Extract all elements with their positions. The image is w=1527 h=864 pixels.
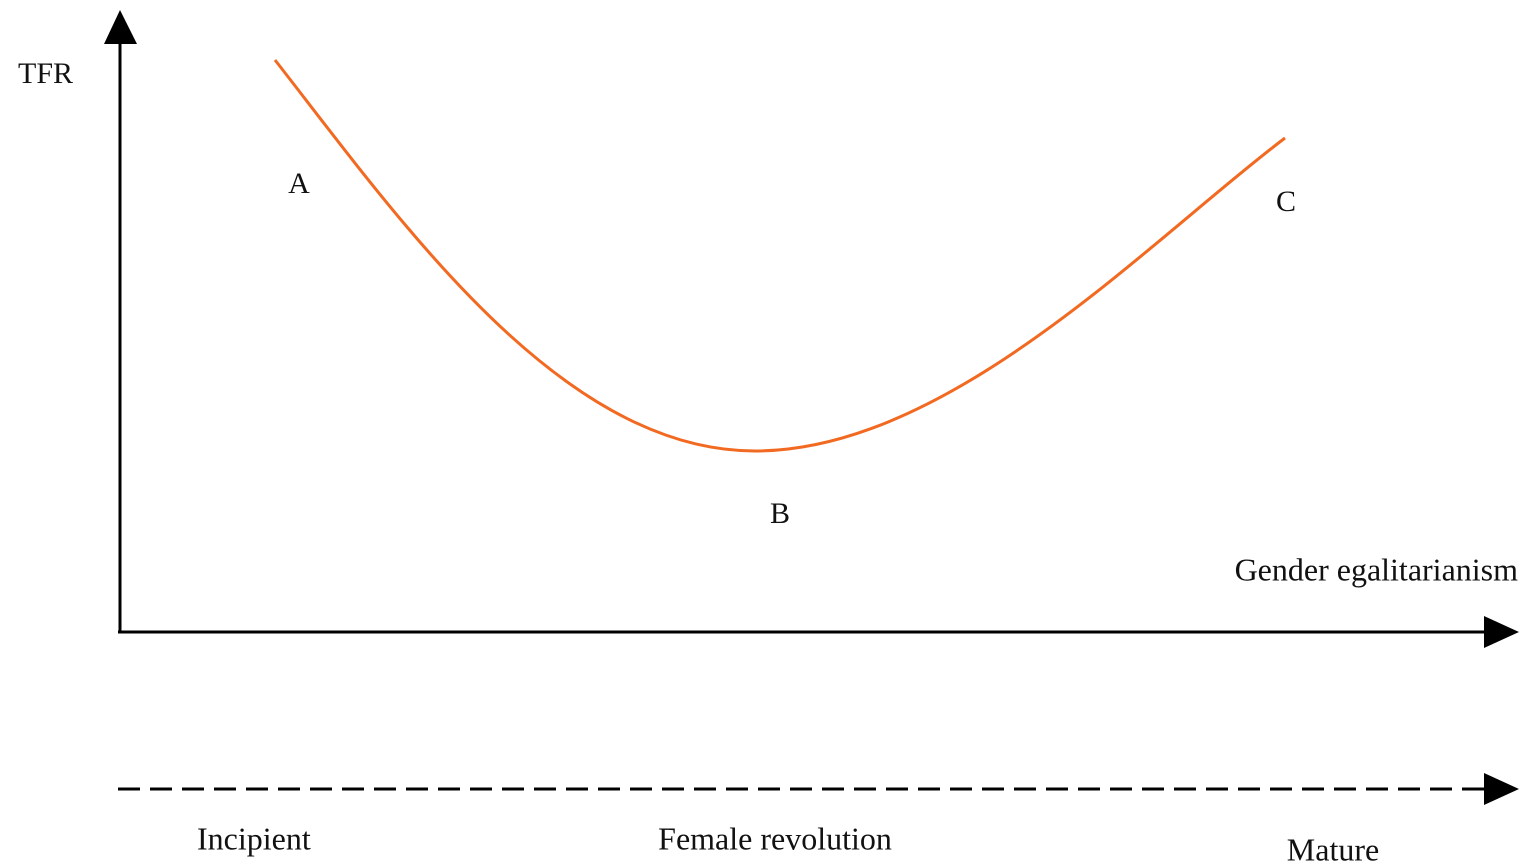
point-label: B bbox=[770, 497, 790, 530]
point-label: C bbox=[1276, 185, 1296, 218]
x-axis-label: Gender egalitarianism bbox=[1235, 551, 1519, 587]
point-label: A bbox=[288, 167, 310, 200]
tfr-curve bbox=[273, 59, 1286, 453]
y-axis-arrow bbox=[104, 10, 137, 44]
x-axis-arrow bbox=[1484, 616, 1519, 648]
stage-label: Mature bbox=[1287, 831, 1379, 864]
y-axis-label: TFR bbox=[18, 57, 73, 90]
stage-axis-arrow bbox=[1484, 773, 1519, 805]
stage-label: Female revolution bbox=[658, 820, 892, 856]
stage-label: Incipient bbox=[197, 820, 311, 856]
